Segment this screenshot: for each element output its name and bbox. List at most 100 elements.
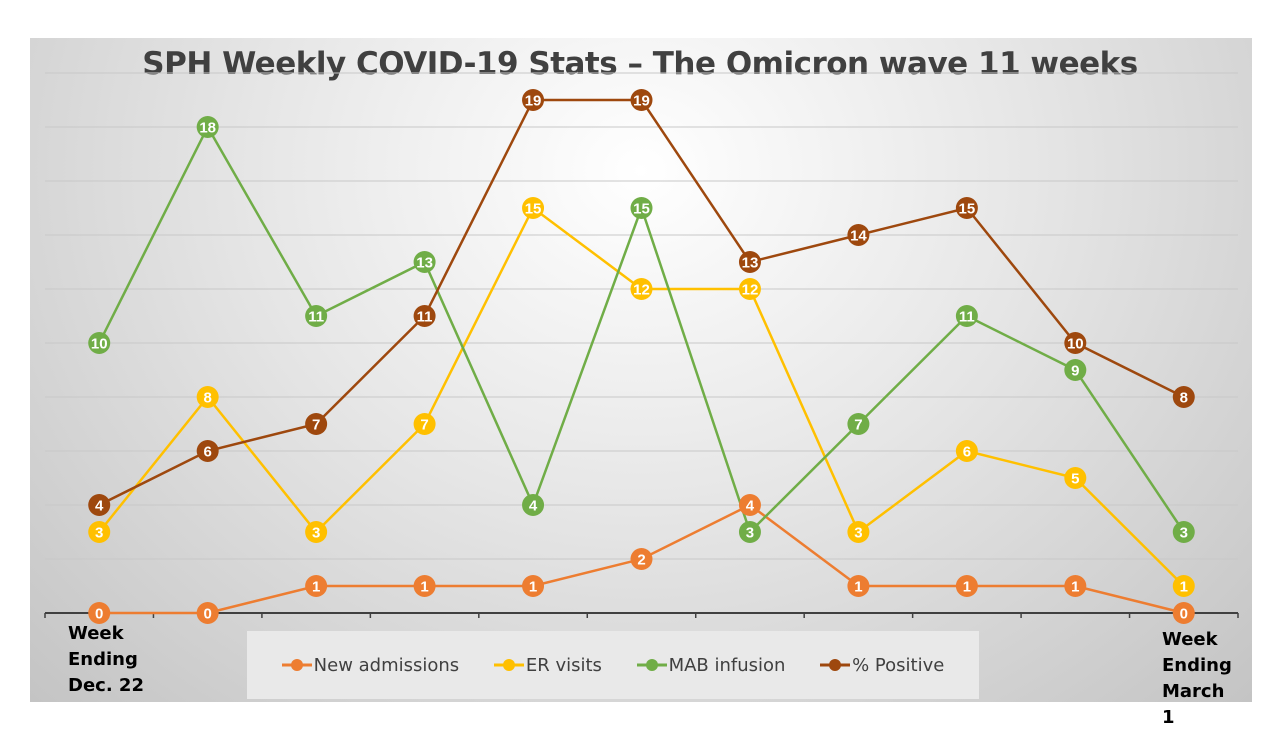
data-point <box>1172 521 1195 543</box>
data-label: 15 <box>525 201 542 218</box>
data-point <box>1064 359 1087 381</box>
data-label: 1 <box>1180 579 1188 596</box>
legend-marker-icon <box>281 659 312 671</box>
data-label: 1 <box>529 579 537 596</box>
data-label: 3 <box>746 525 754 542</box>
data-label: 1 <box>420 579 428 596</box>
data-label: 19 <box>633 93 650 110</box>
data-label: 3 <box>854 525 862 542</box>
data-label: 6 <box>204 444 212 461</box>
data-point <box>196 602 219 624</box>
data-point <box>522 197 545 219</box>
data-label: 4 <box>529 498 538 515</box>
data-label: 8 <box>204 390 212 407</box>
data-label: 3 <box>312 525 320 542</box>
data-point <box>738 494 761 516</box>
legend: New admissions ER visits MAB infusion % Pos… <box>247 631 979 699</box>
data-point <box>630 548 653 570</box>
legend-label: % Positive <box>852 654 945 676</box>
data-point <box>955 440 978 462</box>
series-line <box>98 124 1185 535</box>
data-label: 2 <box>637 552 645 569</box>
data-label: 3 <box>1180 525 1188 542</box>
chart-area <box>30 38 1252 702</box>
data-label: 5 <box>1071 471 1079 488</box>
data-point <box>738 251 761 273</box>
data-label: 18 <box>199 120 216 137</box>
data-label: 0 <box>95 606 103 623</box>
data-label: 7 <box>420 417 428 434</box>
data-point <box>196 116 219 138</box>
data-label: 11 <box>417 309 433 326</box>
data-point <box>196 386 219 408</box>
data-label: 7 <box>854 417 862 434</box>
data-point <box>1064 332 1087 354</box>
legend-marker-icon <box>636 659 667 671</box>
data-point <box>522 575 545 597</box>
data-point <box>196 440 219 462</box>
data-label: 8 <box>1180 390 1188 407</box>
data-label: 15 <box>959 201 976 218</box>
data-label: 6 <box>963 444 971 461</box>
data-point <box>955 305 978 327</box>
legend-item: MAB infusion <box>636 654 786 676</box>
data-point <box>630 89 653 111</box>
data-point <box>88 332 111 354</box>
data-point <box>305 575 328 597</box>
data-point <box>1064 575 1087 597</box>
data-label: 3 <box>95 525 103 542</box>
legend-marker-icon <box>820 659 851 671</box>
data-label: 12 <box>633 282 650 299</box>
data-point <box>847 413 870 435</box>
data-point <box>305 521 328 543</box>
data-point <box>1172 386 1195 408</box>
legend-item: ER visits <box>493 655 602 676</box>
data-label: 14 <box>850 228 867 245</box>
data-label: 13 <box>742 255 759 272</box>
data-point <box>630 197 653 219</box>
data-label: 10 <box>1067 336 1084 353</box>
data-point <box>1064 467 1087 489</box>
data-point <box>847 575 870 597</box>
chart-title: SPH Weekly COVID-19 Stats – The Omicron … <box>142 46 1138 82</box>
data-label: 4 <box>95 498 104 515</box>
data-label: 12 <box>742 282 759 299</box>
data-label: 19 <box>525 93 542 110</box>
data-point <box>738 278 761 300</box>
data-point <box>1172 602 1195 624</box>
data-point <box>305 305 328 327</box>
data-point <box>955 197 978 219</box>
data-point <box>413 251 436 273</box>
data-point <box>88 521 111 543</box>
legend-item: % Positive <box>820 655 944 676</box>
x-label-first: Week Ending Dec. 22 <box>68 623 144 696</box>
data-point <box>1172 575 1195 597</box>
data-point <box>630 278 653 300</box>
data-point <box>88 602 111 624</box>
data-label: 1 <box>1071 579 1079 596</box>
data-point <box>413 305 436 327</box>
data-point <box>522 89 545 111</box>
data-label: 1 <box>312 579 320 596</box>
data-label: 13 <box>416 255 433 272</box>
data-point <box>88 494 111 516</box>
data-point <box>413 575 436 597</box>
legend-item: New admissions <box>281 655 459 676</box>
data-point <box>847 224 870 246</box>
data-label: 11 <box>959 309 975 326</box>
data-label: 15 <box>633 201 650 218</box>
data-label: 1 <box>854 579 862 596</box>
data-point <box>847 521 870 543</box>
data-point <box>738 521 761 543</box>
data-point <box>955 575 978 597</box>
data-point <box>305 413 328 435</box>
data-label: 7 <box>312 417 320 434</box>
data-label: 10 <box>91 336 108 353</box>
data-label: 1 <box>963 579 971 596</box>
data-label: 0 <box>204 606 212 623</box>
data-label: 9 <box>1071 363 1079 380</box>
data-point <box>413 413 436 435</box>
legend-label: MAB infusion <box>668 654 786 676</box>
legend-marker-icon <box>493 659 524 671</box>
